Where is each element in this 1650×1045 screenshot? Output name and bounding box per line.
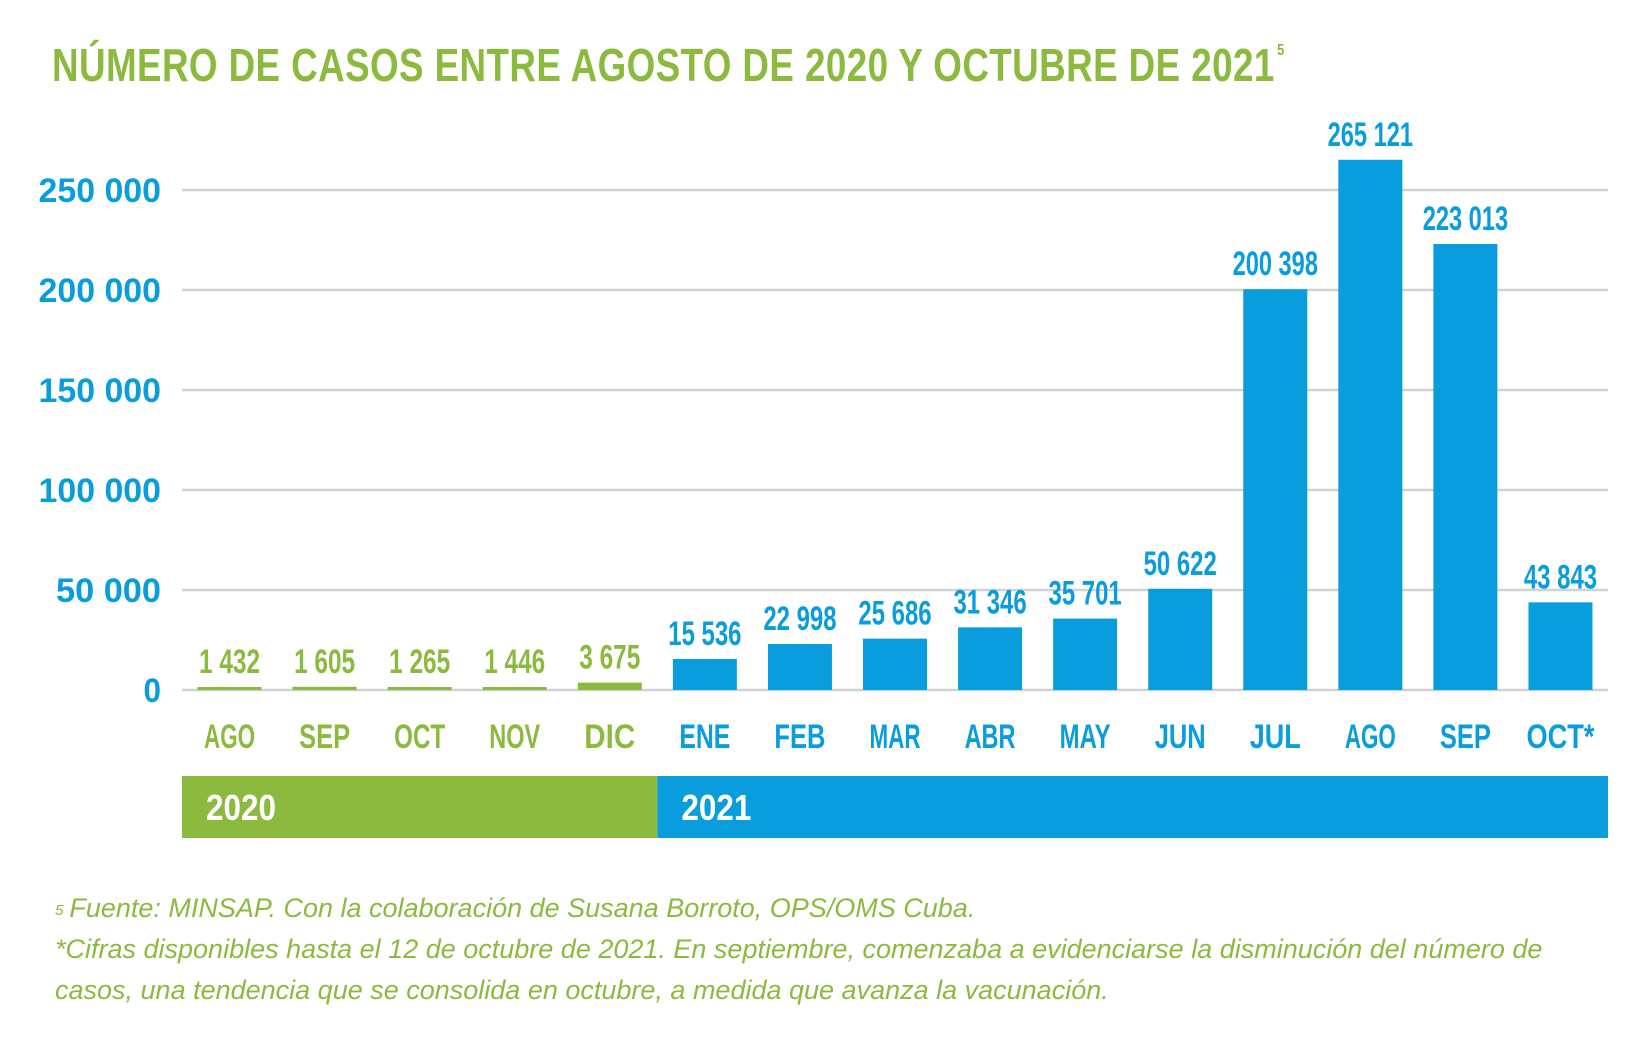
x-tick-label: ENE [679, 718, 730, 756]
x-axis-ticks: AGO SEP OCT NOV DIC ENE FEB MAR ABR MAY JUN JUL AGO S… [204, 718, 1595, 756]
data-label: 35 701 [1049, 575, 1122, 613]
y-tick-label: 50 000 [56, 572, 161, 610]
bar-chart: 0 50 000 100 000 150 000 200 000 250 000 1 43… [39, 116, 1608, 838]
year-band-segment [657, 776, 1608, 838]
bar [863, 638, 927, 690]
x-tick-label: ABR [965, 718, 1016, 756]
data-label: 50 622 [1144, 545, 1217, 583]
bar [482, 687, 547, 690]
x-tick-label: OCT* [1526, 718, 1595, 756]
y-axis-ticks: 0 50 000 100 000 150 000 200 000 250 000 [39, 172, 162, 710]
year-label: 2020 [206, 787, 276, 828]
data-label: 200 398 [1233, 245, 1318, 283]
y-tick-label: 100 000 [39, 472, 162, 510]
data-label: 3 675 [579, 639, 640, 677]
y-tick-label: 150 000 [39, 372, 162, 410]
data-label: 1 605 [294, 643, 355, 681]
data-labels: 1 432 1 605 1 265 1 446 3 675 15 536 22 998 25 … [199, 116, 1597, 681]
year-band: 2020 2021 [182, 776, 1608, 838]
asterisk-note: *Cifras disponibles hasta el 12 de octub… [55, 934, 1543, 1005]
data-label: 265 121 [1328, 116, 1413, 154]
bar [1528, 602, 1593, 690]
y-tick-label: 200 000 [39, 272, 162, 310]
bar [672, 658, 737, 690]
y-tick-label: 0 [144, 672, 162, 710]
x-tick-label: AGO [204, 718, 255, 756]
source-text: Fuente: MINSAP. Con la colaboración de S… [69, 893, 976, 923]
x-tick-label: SEP [1440, 718, 1491, 756]
data-label: 43 843 [1524, 558, 1597, 596]
data-label: 1 432 [199, 643, 260, 681]
data-label: 223 013 [1423, 200, 1508, 238]
x-tick-label: JUN [1155, 718, 1206, 756]
bar [1338, 159, 1403, 690]
x-tick-label: AGO [1345, 718, 1396, 756]
bar [1148, 588, 1213, 690]
bars [197, 159, 1593, 690]
x-tick-label: MAR [870, 718, 921, 756]
bar [197, 687, 262, 690]
x-tick-label: DIC [584, 718, 635, 756]
year-label: 2021 [681, 787, 751, 828]
data-label: 1 265 [389, 643, 450, 681]
year-band-segment [182, 776, 658, 838]
bar [292, 686, 357, 690]
y-tick-label: 250 000 [39, 172, 162, 210]
bar [1433, 243, 1498, 690]
x-tick-label: FEB [774, 718, 825, 756]
title-footnote-ref: 5 [1277, 42, 1285, 59]
bar [1053, 618, 1118, 690]
data-label: 15 536 [668, 615, 741, 653]
bar [387, 687, 452, 690]
bar [767, 644, 832, 690]
data-label: 1 446 [484, 643, 545, 681]
x-tick-label: OCT [394, 718, 445, 756]
chart-title: NÚMERO DE CASOS ENTRE AGOSTO DE 2020 Y O… [52, 38, 1285, 92]
bar [577, 682, 642, 690]
bar [1243, 289, 1308, 690]
footnotes: 5 Fuente: MINSAP. Con la colaboración de … [55, 888, 1615, 1011]
x-tick-label: SEP [299, 718, 350, 756]
data-label: 22 998 [763, 600, 836, 638]
data-label: 25 686 [858, 595, 931, 633]
x-tick-label: JUL [1250, 718, 1301, 756]
source-note: 5 Fuente: MINSAP. Con la colaboración de … [55, 888, 1615, 929]
chart-title-text: NÚMERO DE CASOS ENTRE AGOSTO DE 2020 Y O… [52, 39, 1275, 91]
data-label: 31 346 [953, 583, 1026, 621]
source-footnote-ref: 5 [55, 902, 64, 919]
bar [958, 627, 1023, 690]
x-tick-label: NOV [489, 718, 540, 756]
x-tick-label: MAY [1060, 718, 1111, 756]
